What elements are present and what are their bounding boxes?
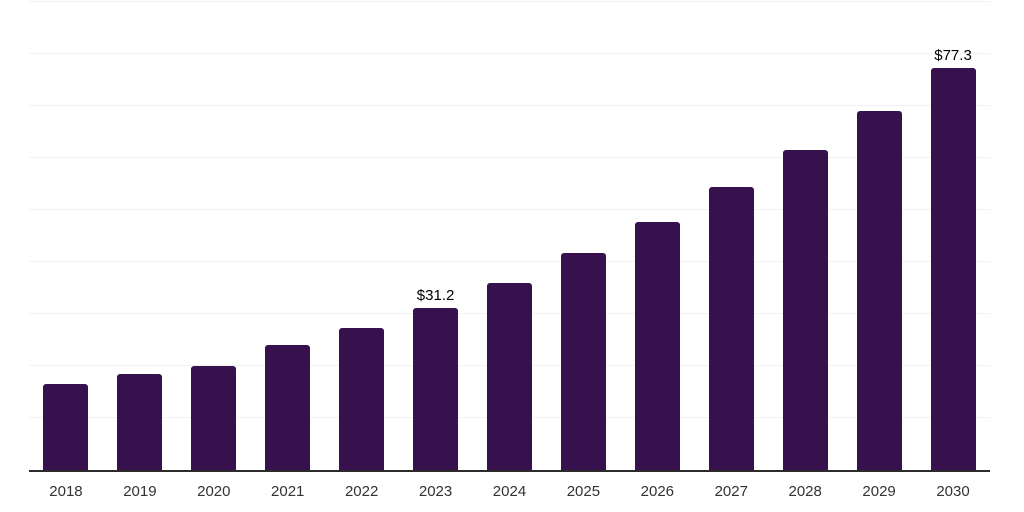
bar-slot	[620, 2, 694, 470]
bar-slot	[694, 2, 768, 470]
bar-slot	[29, 2, 103, 470]
x-tick-2023: 2023	[418, 483, 453, 500]
bar-2021[interactable]	[265, 345, 311, 470]
bar-2020[interactable]	[191, 366, 237, 470]
bar-2026[interactable]	[634, 222, 680, 470]
bar-2029[interactable]	[856, 110, 902, 470]
bar-slot: $31.2	[399, 2, 473, 470]
gridline	[29, 209, 990, 210]
x-tick-2018: 2018	[49, 483, 83, 500]
x-tick-2021: 2021	[271, 483, 305, 500]
bar-slot	[546, 2, 620, 470]
gridline	[29, 1, 990, 2]
bar-slot	[177, 2, 251, 470]
plot-area: $31.2 $77.3	[29, 1, 990, 472]
bar-slot	[103, 2, 177, 470]
bar-2018[interactable]	[43, 384, 89, 470]
x-tick-2030: 2030	[936, 483, 970, 500]
x-tick-2020: 2020	[197, 483, 231, 500]
bar-slot	[473, 2, 547, 470]
x-tick-2025: 2025	[566, 483, 601, 500]
gridline	[29, 105, 990, 106]
bar-slot: $77.3	[916, 2, 990, 470]
x-tick-2028: 2028	[788, 483, 822, 500]
bar-2023[interactable]	[413, 307, 459, 470]
x-tick-2022: 2022	[344, 483, 379, 500]
x-tick-2026: 2026	[640, 483, 675, 500]
bar-value-label: $31.2	[416, 286, 455, 304]
bar-slot	[325, 2, 399, 470]
x-axis: 2018 2019 2020 2021 2022 2023 2024 2025 2026 2027…	[29, 474, 990, 512]
bar-2019[interactable]	[117, 374, 163, 470]
bar-slot	[768, 2, 842, 470]
bar-value-label: $77.3	[934, 47, 972, 65]
bar-2022[interactable]	[339, 327, 385, 470]
x-tick-2027: 2027	[714, 483, 748, 500]
x-tick-2019: 2019	[123, 483, 157, 500]
bar-2025[interactable]	[560, 252, 606, 470]
bar-slot	[842, 2, 916, 470]
bar-2027[interactable]	[708, 187, 754, 470]
bars: $31.2 $77.3	[29, 2, 990, 470]
gridline	[29, 261, 990, 262]
bar-2030[interactable]	[930, 68, 976, 470]
x-tick-2024: 2024	[492, 483, 527, 500]
bar-2024[interactable]	[486, 282, 532, 470]
bar-slot	[251, 2, 325, 470]
x-tick-2029: 2029	[862, 483, 896, 500]
gridline	[29, 157, 990, 159]
bar-2028[interactable]	[782, 149, 828, 470]
gridline	[29, 53, 990, 54]
